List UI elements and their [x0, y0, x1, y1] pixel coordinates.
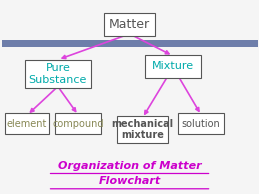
FancyBboxPatch shape: [5, 113, 49, 134]
FancyBboxPatch shape: [25, 60, 91, 88]
Text: Organization of Matter: Organization of Matter: [58, 161, 201, 171]
Text: solution: solution: [182, 119, 221, 129]
FancyBboxPatch shape: [145, 55, 201, 78]
FancyBboxPatch shape: [117, 116, 168, 143]
Text: Mixture: Mixture: [152, 61, 194, 71]
Text: compound: compound: [53, 119, 104, 129]
Text: element: element: [7, 119, 47, 129]
Text: mechanical
mixture: mechanical mixture: [111, 119, 174, 140]
Text: Pure
Substance: Pure Substance: [29, 63, 87, 85]
FancyBboxPatch shape: [178, 113, 224, 134]
Text: Matter: Matter: [109, 18, 150, 31]
Text: Flowchart: Flowchart: [98, 176, 161, 186]
FancyBboxPatch shape: [2, 40, 258, 47]
FancyBboxPatch shape: [104, 13, 155, 36]
FancyBboxPatch shape: [55, 113, 101, 134]
